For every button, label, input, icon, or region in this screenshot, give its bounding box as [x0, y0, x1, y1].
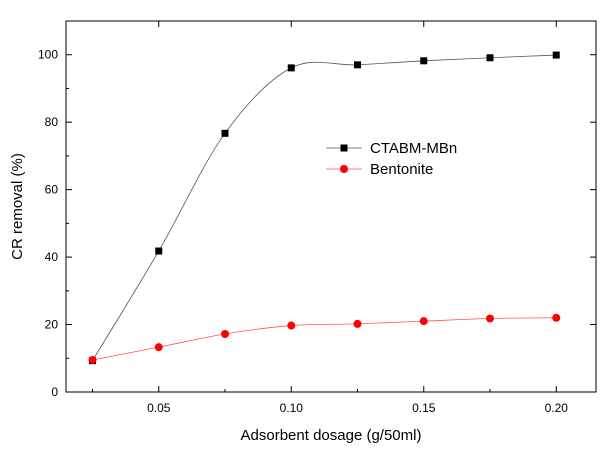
data-point-ctabm-mbn	[221, 129, 229, 137]
y-axis-label: CR removal (%)	[9, 153, 26, 260]
x-tick-label: 0.15	[412, 401, 436, 415]
x-tick-label: 0.20	[545, 401, 569, 415]
data-point-ctabm-mbn	[354, 61, 361, 69]
y-tick-label: 0	[51, 385, 58, 399]
series-line-bentonite	[92, 317, 557, 361]
legend-marker-ctabm-mbn	[340, 144, 348, 152]
x-tick-label: 0.10	[280, 401, 304, 415]
data-point-bentonite	[287, 321, 296, 330]
data-point-ctabm-mbn	[486, 54, 494, 62]
data-point-ctabm-mbn	[287, 64, 295, 72]
series-markers	[88, 51, 561, 365]
data-point-ctabm-mbn	[552, 51, 560, 59]
x-tick-label: 0.05	[147, 401, 171, 415]
legend-label-ctabm-mbn: CTABM-MBn	[370, 140, 457, 157]
legend-marker-bentonite	[340, 165, 348, 173]
data-point-bentonite	[552, 313, 561, 322]
data-point-bentonite	[221, 329, 229, 338]
series-lines	[92, 54, 557, 361]
data-point-bentonite	[88, 355, 97, 364]
data-point-ctabm-mbn	[420, 57, 428, 65]
y-tick-label: 100	[38, 48, 58, 62]
axes: 0.05 0.10 0.15 0.20 0 20 40 60 80 100	[38, 20, 596, 415]
legend-label-bentonite: Bentonite	[370, 161, 433, 178]
data-point-bentonite	[486, 314, 494, 323]
legend: CTABM-MBn Bentonite	[326, 140, 457, 178]
data-point-bentonite	[154, 343, 163, 352]
y-tick-label: 20	[45, 318, 59, 332]
plot-frame	[65, 20, 597, 393]
data-point-bentonite	[353, 319, 362, 328]
y-tick-label: 60	[45, 183, 59, 197]
x-axis-label: Adsorbent dosage (g/50ml)	[241, 427, 422, 444]
data-point-bentonite	[419, 317, 428, 326]
y-tick-label: 40	[45, 250, 59, 264]
data-point-ctabm-mbn	[155, 247, 163, 255]
y-tick-label: 80	[45, 115, 59, 129]
series-line-ctabm-mbn	[92, 54, 557, 361]
